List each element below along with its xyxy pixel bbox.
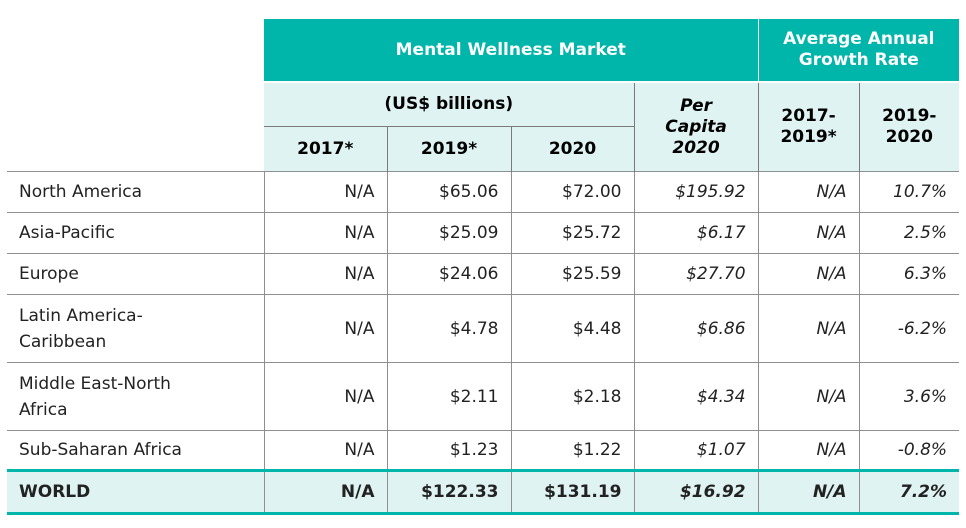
per-capita-value: $27.70 <box>633 253 759 295</box>
growth-a-line2: 2019* <box>780 127 837 147</box>
world-growth-2017-2019: N/A <box>757 469 860 515</box>
region-line2: Africa <box>19 399 68 420</box>
region-cell: Europe <box>7 253 264 295</box>
world-value-2020: $131.19 <box>510 469 634 515</box>
value-2017: N/A <box>263 171 387 213</box>
world-label: WORLD <box>7 469 264 515</box>
growth-title-text: Average Annual Growth Rate <box>783 29 935 70</box>
mental-wellness-market-table: Mental Wellness Market Average Annual Gr… <box>7 19 960 515</box>
value-2019: $2.11 <box>386 362 511 431</box>
growth-2017-2019-header: 2017- 2019* <box>757 81 860 172</box>
growth-a-line1: 2017- <box>781 106 836 126</box>
per-capita-line2: Capita <box>665 116 727 137</box>
col-2019-header: 2019* <box>386 125 511 172</box>
value-2017: N/A <box>263 212 387 254</box>
per-capita-line1: Per <box>680 95 712 116</box>
growth-2019-2020-value: 3.6% <box>858 362 960 431</box>
growth-2019-2020-header: 2019- 2020 <box>858 81 960 172</box>
region-cell: Asia-Pacific <box>7 212 264 254</box>
header-row-3: 2017* 2019* 2020 <box>7 125 959 172</box>
value-2020: $4.48 <box>510 294 634 363</box>
growth-2019-2020-value: 6.3% <box>858 253 960 295</box>
table-row: Asia-Pacific N/A $25.09 $25.72 $6.17 N/A… <box>7 212 960 254</box>
header-blank-cell-3 <box>7 126 264 172</box>
region-line1: Europe <box>19 264 79 284</box>
table-row: Europe N/A $24.06 $25.59 $27.70 N/A 6.3% <box>7 253 960 295</box>
usd-label: (US$ billions) <box>264 81 634 126</box>
value-2020: $2.18 <box>510 362 634 431</box>
growth-2017-2019-value: N/A <box>757 212 860 254</box>
growth-2017-2019-value: N/A <box>757 171 860 213</box>
table-row: Sub-Saharan Africa N/A $1.23 $1.22 $1.07… <box>7 430 960 471</box>
region-cell: Sub-Saharan Africa <box>7 430 264 471</box>
header-blank-cell <box>7 19 264 82</box>
per-capita-value: $6.86 <box>633 294 759 363</box>
value-2017: N/A <box>263 430 387 471</box>
value-2017: N/A <box>263 253 387 295</box>
market-table-container: Mental Wellness Market Average Annual Gr… <box>7 19 960 515</box>
growth-2019-2020-value: 10.7% <box>858 171 960 213</box>
per-capita-value: $6.17 <box>633 212 759 254</box>
per-capita-header: Per Capita 2020 <box>633 81 759 172</box>
growth-2019-2020-value: 2.5% <box>858 212 960 254</box>
region-line1: North America <box>19 182 143 202</box>
value-2019: $24.06 <box>386 253 511 295</box>
region-line1: Middle East-North <box>19 373 171 394</box>
growth-2019-2020-value: -0.8% <box>858 430 960 471</box>
table-row: Middle East-North Africa N/A $2.11 $2.18… <box>7 362 960 431</box>
per-capita-value: $195.92 <box>633 171 759 213</box>
value-2020: $25.72 <box>510 212 634 254</box>
table-row: Latin America- Caribbean N/A $4.78 $4.48… <box>7 294 960 363</box>
value-2017: N/A <box>263 362 387 431</box>
region-line1: Sub-Saharan Africa <box>19 440 182 460</box>
col-2020-header: 2020 <box>510 125 634 172</box>
growth-2017-2019-value: N/A <box>757 253 860 295</box>
growth-b-line2: 2020 <box>885 127 933 147</box>
region-cell: Middle East-North Africa <box>7 362 264 431</box>
world-value-2017: N/A <box>263 469 387 515</box>
value-2019: $65.06 <box>386 171 511 213</box>
per-capita-value: $4.34 <box>633 362 759 431</box>
value-2020: $1.22 <box>510 430 634 471</box>
header-blank-cell-2 <box>7 82 264 126</box>
region-cell: Latin America- Caribbean <box>7 294 264 363</box>
header-row-2: (US$ billions) Per Capita 2020 2017- 201… <box>7 81 960 172</box>
value-2020: $72.00 <box>510 171 634 213</box>
world-per-capita: $16.92 <box>633 469 759 515</box>
world-value-2019: $122.33 <box>386 469 511 515</box>
header-row-1: Mental Wellness Market Average Annual Gr… <box>7 19 960 82</box>
region-line1: Asia-Pacific <box>19 223 115 243</box>
growth-b-line1: 2019- <box>882 106 937 126</box>
growth-2019-2020-value: -6.2% <box>858 294 960 363</box>
region-line1: Latin America- <box>19 305 143 326</box>
market-title: Mental Wellness Market <box>264 19 759 82</box>
table-row: North America N/A $65.06 $72.00 $195.92 … <box>7 171 960 213</box>
col-2017-header: 2017* <box>264 125 387 172</box>
value-2020: $25.59 <box>510 253 634 295</box>
region-cell: North America <box>7 171 264 213</box>
region-line2: Caribbean <box>19 331 107 352</box>
world-growth-2019-2020: 7.2% <box>858 469 960 515</box>
growth-title: Average Annual Growth Rate <box>757 19 960 82</box>
value-2019: $4.78 <box>386 294 511 363</box>
value-2017: N/A <box>263 294 387 363</box>
value-2019: $1.23 <box>386 430 511 471</box>
per-capita-line3: 2020 <box>672 137 720 158</box>
per-capita-value: $1.07 <box>633 430 759 471</box>
value-2019: $25.09 <box>386 212 511 254</box>
growth-2017-2019-value: N/A <box>757 430 860 471</box>
growth-2017-2019-value: N/A <box>757 362 860 431</box>
growth-2017-2019-value: N/A <box>757 294 860 363</box>
world-total-row: WORLD N/A $122.33 $131.19 $16.92 N/A 7.2… <box>7 469 960 515</box>
